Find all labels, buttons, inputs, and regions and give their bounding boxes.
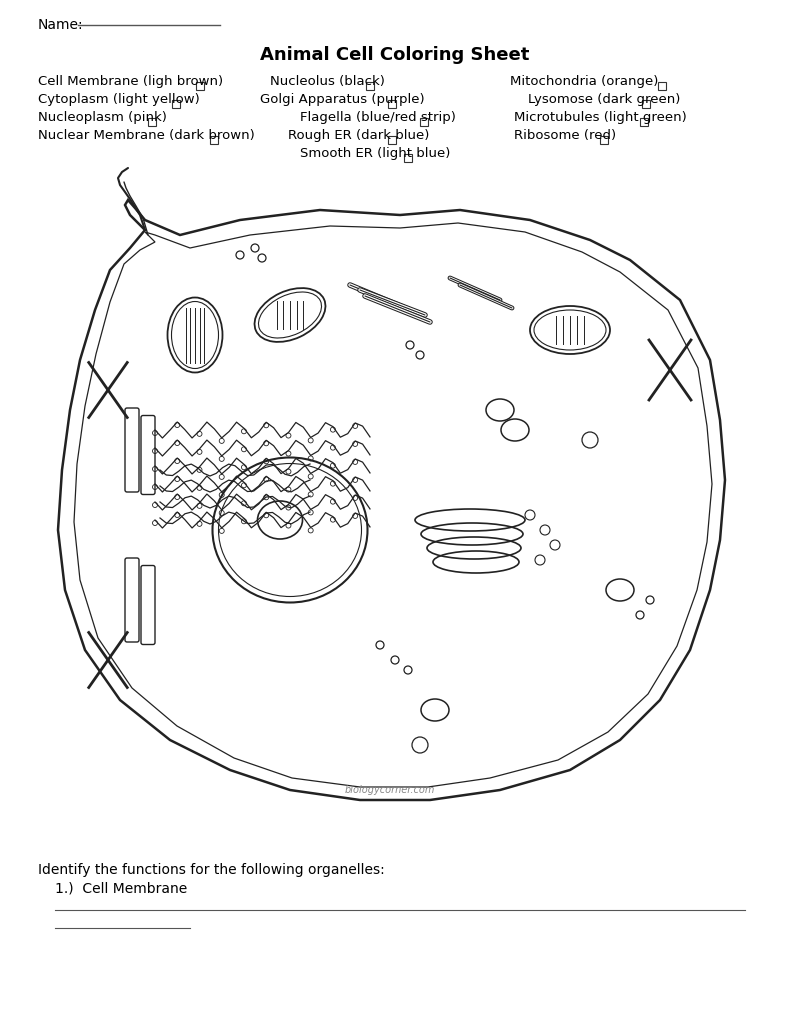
Bar — [600, 136, 608, 144]
Bar — [420, 118, 428, 126]
Text: Cytoplasm (light yellow): Cytoplasm (light yellow) — [38, 93, 200, 106]
Text: Cell Membrane (ligh brown): Cell Membrane (ligh brown) — [38, 76, 223, 88]
Bar — [404, 154, 412, 162]
Text: Ribosome (red): Ribosome (red) — [514, 129, 616, 142]
Text: Name:: Name: — [38, 18, 84, 32]
Text: 1.)  Cell Membrane: 1.) Cell Membrane — [55, 881, 187, 895]
Bar — [210, 136, 218, 144]
Text: Golgi Apparatus (purple): Golgi Apparatus (purple) — [260, 93, 425, 106]
Bar — [366, 82, 374, 90]
Text: Animal Cell Coloring Sheet: Animal Cell Coloring Sheet — [260, 46, 530, 63]
Bar — [388, 100, 396, 108]
Text: Identify the functions for the following organelles:: Identify the functions for the following… — [38, 863, 384, 877]
Bar — [172, 100, 180, 108]
Text: Nuclear Membrane (dark brown): Nuclear Membrane (dark brown) — [38, 129, 255, 142]
Text: Lysomose (dark green): Lysomose (dark green) — [528, 93, 680, 106]
Text: Microtubules (light green): Microtubules (light green) — [514, 112, 687, 125]
Text: Rough ER (dark blue): Rough ER (dark blue) — [288, 129, 430, 142]
Bar — [148, 118, 156, 126]
Text: Smooth ER (light blue): Smooth ER (light blue) — [300, 147, 450, 161]
Bar — [642, 100, 650, 108]
Bar — [640, 118, 648, 126]
Bar — [658, 82, 666, 90]
Bar — [388, 136, 396, 144]
Bar — [196, 82, 204, 90]
Text: Nucleolus (black): Nucleolus (black) — [270, 76, 385, 88]
Text: biologycorner.com: biologycorner.com — [345, 785, 435, 795]
Text: Flagella (blue/red strip): Flagella (blue/red strip) — [300, 112, 456, 125]
Text: Nucleoplasm (pink): Nucleoplasm (pink) — [38, 112, 167, 125]
Text: Mitochondria (orange): Mitochondria (orange) — [510, 76, 658, 88]
